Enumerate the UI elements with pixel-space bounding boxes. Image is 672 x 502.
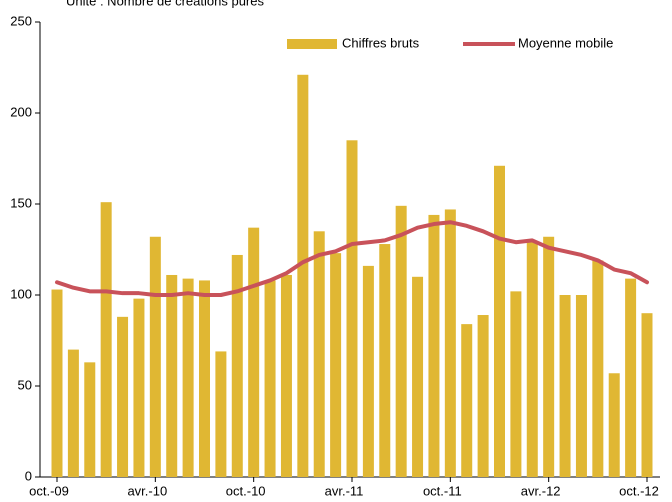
- y-tick-label: 150: [10, 195, 32, 210]
- bar: [575, 295, 587, 477]
- x-tick-label: avr.-11: [325, 483, 364, 498]
- bar: [149, 236, 161, 477]
- bar: [231, 254, 243, 477]
- bar: [297, 74, 309, 477]
- x-tick-label: avr.-10: [127, 483, 167, 498]
- legend-swatch: [287, 39, 337, 49]
- y-tick-label: 100: [10, 286, 32, 301]
- bar: [199, 280, 210, 477]
- bar: [625, 278, 637, 477]
- bar: [362, 265, 374, 477]
- bar: [248, 227, 260, 477]
- bar: [264, 280, 276, 477]
- x-tick-label: oct.-11: [423, 483, 462, 498]
- x-tick-label: oct.-09: [29, 483, 69, 498]
- bar: [67, 349, 79, 477]
- bar: [543, 236, 555, 477]
- legend-label: Chiffres bruts: [342, 35, 420, 50]
- y-tick-label: 250: [10, 13, 32, 28]
- bar: [313, 231, 325, 477]
- chart-subtitle: Unité : Nombre de créations pures: [66, 0, 264, 8]
- bar: [461, 324, 473, 477]
- x-tick-label: oct.-12: [619, 483, 659, 498]
- bar: [166, 274, 178, 477]
- bar: [641, 313, 653, 477]
- bar: [215, 351, 227, 477]
- x-tick-label: oct.-10: [226, 483, 266, 498]
- bar: [379, 244, 391, 477]
- bar: [477, 315, 489, 477]
- y-tick-label: 50: [18, 377, 32, 392]
- y-tick-label: 200: [10, 104, 32, 119]
- legend-label: Moyenne mobile: [518, 35, 613, 50]
- bar: [280, 274, 292, 477]
- bar: [494, 165, 505, 477]
- bar: [84, 362, 96, 477]
- y-tick-label: 0: [25, 468, 32, 483]
- bar: [330, 253, 342, 477]
- bar: [608, 373, 620, 477]
- bar: [133, 298, 145, 477]
- bar: [395, 205, 407, 477]
- bar: [592, 260, 604, 477]
- bar: [100, 202, 112, 477]
- bar: [526, 242, 538, 477]
- bar: [444, 209, 456, 477]
- bar: [182, 278, 194, 477]
- bar: [346, 140, 358, 478]
- line: [55, 220, 649, 297]
- bar: [559, 295, 571, 477]
- bar: [412, 276, 424, 477]
- x-tick-label: avr.-12: [521, 483, 561, 498]
- bar: [510, 291, 522, 477]
- bar: [117, 316, 129, 477]
- bar: [428, 214, 440, 478]
- bar: [51, 289, 63, 477]
